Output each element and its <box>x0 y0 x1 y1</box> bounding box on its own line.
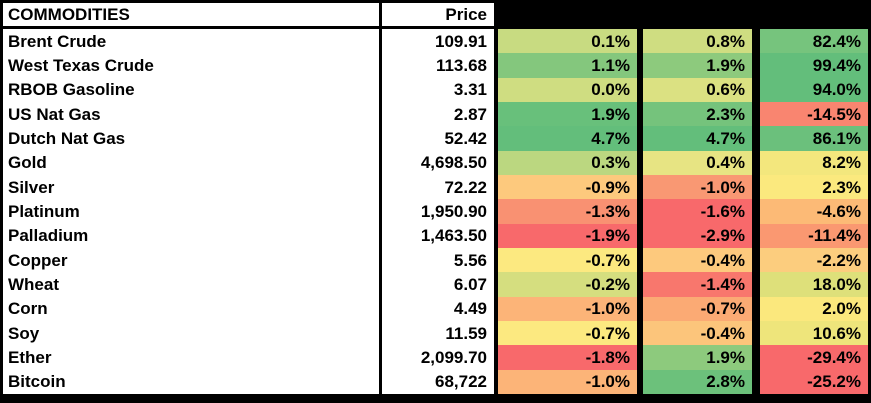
pct-change-cell-2: -1.6% <box>643 199 752 224</box>
pct-change-cell-1: 1.1% <box>498 53 637 78</box>
pct-change-cell-2: -0.4% <box>643 247 752 273</box>
pct-change-cell-1: -0.2% <box>498 272 637 297</box>
commodity-name-cell: RBOB Gasoline <box>3 77 379 102</box>
pct-change-cell-3: 10.6% <box>760 320 868 346</box>
commodity-name-cell: Dutch Nat Gas <box>3 126 379 151</box>
price-cell: 6.07 <box>382 272 494 297</box>
price-cell: 1,950.90 <box>382 199 494 224</box>
pct-change-cell-3: 2.0% <box>760 296 868 321</box>
pct-change-cell-1: 0.0% <box>498 77 637 102</box>
pct-change-cell-2: 1.9% <box>643 345 752 370</box>
commodity-name-cell: Ether <box>3 345 379 370</box>
pct-change-cell-3: -2.2% <box>760 247 868 273</box>
price-cell: 109.91 <box>382 29 494 54</box>
commodity-name-cell: Palladium <box>3 223 379 248</box>
pct-change-cell-2: 4.7% <box>643 126 752 151</box>
commodity-name-cell: Platinum <box>3 199 379 224</box>
commodity-name-cell: US Nat Gas <box>3 101 379 127</box>
pct-change-cell-3: 18.0% <box>760 272 868 297</box>
pct-change-cell-2: 0.8% <box>643 29 752 54</box>
pct-change-cell-2: -2.9% <box>643 223 752 248</box>
pct-change-cell-3: 86.1% <box>760 126 868 151</box>
price-cell: 2.87 <box>382 101 494 127</box>
commodity-name-cell: Brent Crude <box>3 29 379 54</box>
price-cell: 3.31 <box>382 77 494 102</box>
column-header-pct-2 <box>643 3 752 26</box>
pct-change-cell-2: -1.0% <box>643 174 752 200</box>
price-cell: 4,698.50 <box>382 150 494 175</box>
commodity-name-cell: Bitcoin <box>3 369 379 394</box>
column-header-pct-3 <box>760 3 868 26</box>
pct-change-cell-2: 1.9% <box>643 53 752 78</box>
price-cell: 4.49 <box>382 296 494 321</box>
pct-change-cell-3: -25.2% <box>760 369 868 394</box>
pct-change-cell-2: 0.6% <box>643 77 752 102</box>
pct-change-cell-1: 0.1% <box>498 29 637 54</box>
pct-change-cell-3: 82.4% <box>760 29 868 54</box>
price-cell: 2,099.70 <box>382 345 494 370</box>
pct-change-cell-1: 0.3% <box>498 150 637 175</box>
pct-change-cell-3: 94.0% <box>760 77 868 102</box>
price-cell: 113.68 <box>382 53 494 78</box>
commodity-name-cell: Silver <box>3 174 379 200</box>
pct-change-cell-3: -11.4% <box>760 223 868 248</box>
pct-change-cell-2: 0.4% <box>643 150 752 175</box>
pct-change-cell-1: 1.9% <box>498 101 637 127</box>
pct-change-cell-1: -1.9% <box>498 223 637 248</box>
commodity-name-cell: Wheat <box>3 272 379 297</box>
pct-change-cell-1: -1.0% <box>498 296 637 321</box>
column-header-commodities: COMMODITIES <box>3 3 379 26</box>
pct-change-cell-3: -29.4% <box>760 345 868 370</box>
pct-change-cell-1: -0.7% <box>498 247 637 273</box>
column-header-price: Price <box>382 3 494 26</box>
commodity-name-cell: West Texas Crude <box>3 53 379 78</box>
price-cell: 52.42 <box>382 126 494 151</box>
commodity-name-cell: Soy <box>3 320 379 346</box>
commodity-name-cell: Copper <box>3 247 379 273</box>
pct-change-cell-1: -1.0% <box>498 369 637 394</box>
price-cell: 68,722 <box>382 369 494 394</box>
pct-change-cell-2: 2.3% <box>643 101 752 127</box>
price-cell: 1,463.50 <box>382 223 494 248</box>
pct-change-cell-1: -1.3% <box>498 199 637 224</box>
price-cell: 72.22 <box>382 174 494 200</box>
pct-change-cell-2: -0.4% <box>643 320 752 346</box>
pct-change-cell-3: 8.2% <box>760 150 868 175</box>
pct-change-cell-3: -4.6% <box>760 199 868 224</box>
pct-change-cell-3: -14.5% <box>760 101 868 127</box>
pct-change-cell-2: -0.7% <box>643 296 752 321</box>
pct-change-cell-2: -1.4% <box>643 272 752 297</box>
pct-change-cell-1: -0.7% <box>498 320 637 346</box>
pct-change-cell-1: 4.7% <box>498 126 637 151</box>
pct-change-cell-2: 2.8% <box>643 369 752 394</box>
pct-change-cell-3: 99.4% <box>760 53 868 78</box>
commodity-name-cell: Gold <box>3 150 379 175</box>
pct-change-cell-1: -0.9% <box>498 174 637 200</box>
commodity-name-cell: Corn <box>3 296 379 321</box>
column-header-pct-1 <box>498 3 637 26</box>
pct-change-cell-3: 2.3% <box>760 174 868 200</box>
pct-change-cell-1: -1.8% <box>498 345 637 370</box>
price-cell: 11.59 <box>382 320 494 346</box>
price-cell: 5.56 <box>382 247 494 273</box>
table-grid: COMMODITIES Price Brent Crude 109.91 0.1… <box>3 3 871 394</box>
